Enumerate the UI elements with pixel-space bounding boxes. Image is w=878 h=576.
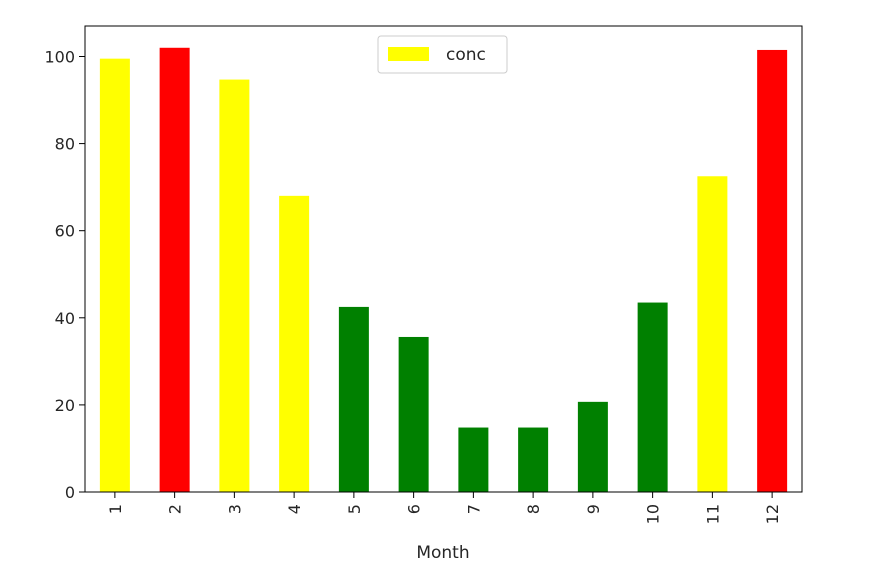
y-tick-label: 80 <box>55 135 75 154</box>
y-axis: 0 20 40 60 80 100 <box>44 47 85 502</box>
bars-layer <box>99 47 788 492</box>
x-axis-label: Month <box>416 543 469 563</box>
bar-month-1 <box>99 58 130 492</box>
bar-month-2 <box>159 47 190 492</box>
x-tick-label: 2 <box>166 504 185 514</box>
bar-month-12 <box>757 49 788 492</box>
legend: conc <box>377 35 508 74</box>
bar-month-7 <box>458 427 489 492</box>
y-tick-label: 0 <box>65 483 75 502</box>
legend-frame <box>377 35 508 74</box>
bar-month-6 <box>398 336 429 492</box>
y-tick-label: 100 <box>44 47 75 66</box>
x-tick-label: 9 <box>584 504 603 514</box>
x-tick-label: 8 <box>524 504 543 514</box>
x-tick-label: 12 <box>763 504 782 524</box>
bar-month-5 <box>338 306 369 492</box>
x-tick-label: 5 <box>345 504 364 514</box>
x-tick-label: 6 <box>405 504 424 514</box>
x-tick-label: 10 <box>644 504 663 524</box>
y-tick-label: 20 <box>55 396 75 415</box>
bar-month-4 <box>279 195 310 492</box>
x-tick-label: 3 <box>225 504 244 514</box>
bar-month-10 <box>637 302 668 492</box>
bar-month-9 <box>577 401 608 492</box>
x-tick-label: 1 <box>106 504 125 514</box>
x-tick-label: 4 <box>285 504 304 514</box>
plot-frame <box>84 25 803 493</box>
bar-month-3 <box>219 79 250 492</box>
y-tick-label: 40 <box>55 309 75 328</box>
x-tick-label: 7 <box>464 504 483 514</box>
x-tick-label: 11 <box>703 504 722 524</box>
bar-month-11 <box>697 176 728 492</box>
y-tick-label: 60 <box>55 222 75 241</box>
legend-swatch <box>388 47 429 61</box>
x-axis: 1 2 3 4 5 6 7 8 9 10 11 12 <box>106 492 782 524</box>
bar-month-8 <box>518 427 549 492</box>
legend-label: conc <box>446 45 486 65</box>
